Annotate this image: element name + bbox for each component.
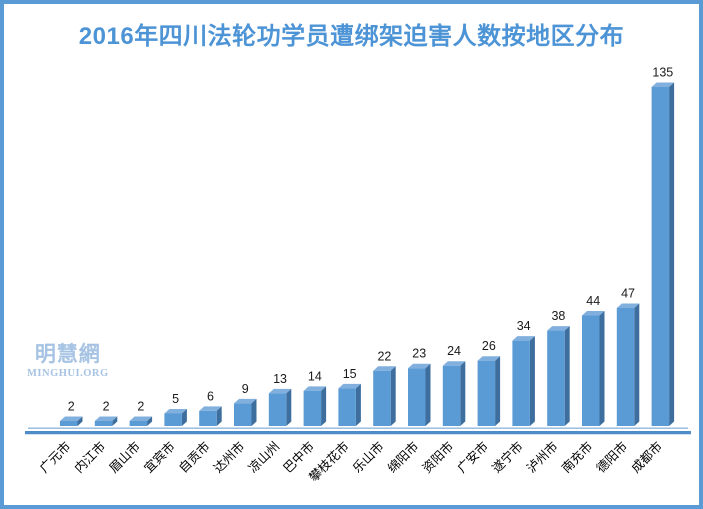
bar-side-face [181,408,187,426]
bar [234,403,252,426]
bar-side-face [147,416,153,426]
bar-top-face [303,386,327,391]
bar [651,87,670,426]
bar-side-face [112,416,118,426]
bar-top-face [199,406,222,411]
bar-value-label: 26 [482,339,496,353]
bar-top-face [268,388,292,394]
bar-value-label: 47 [621,286,635,300]
x-axis-label: 眉山市 [106,439,143,476]
bar-side-face [286,388,292,426]
bar-value-label: 6 [207,389,214,403]
bar-value-label: 38 [551,309,565,323]
bar-side-face [77,416,83,426]
bar-top-face [442,361,466,366]
bar-value-label: 22 [377,349,391,363]
x-axis-label: 广元市 [36,439,73,476]
x-axis-label: 广安市 [454,439,491,476]
x-axis-label: 资阳市 [419,439,456,476]
bar-top-face [164,408,187,414]
bar-value-label: 14 [308,369,322,383]
bar-side-face [321,386,327,426]
bar-side-face [669,82,675,426]
bar-top-face [651,82,675,87]
bar-side-face [425,363,431,426]
bar [512,340,530,426]
bar-side-face [251,398,257,426]
bar-value-label: 23 [412,347,426,361]
bar [373,370,391,426]
x-axis-label: 内江市 [71,439,108,476]
bar-value-label: 24 [447,344,461,358]
bar-top-face [60,416,83,421]
bar-value-label: 2 [137,399,144,413]
bar-side-face [564,326,570,426]
x-axis-label: 自贡市 [176,439,213,476]
bar-side-face [599,311,605,426]
bar-side-face [495,356,501,426]
bar [582,315,600,426]
x-axis-label: 成都市 [628,439,665,476]
bar-side-face [460,361,466,426]
bar-top-face [616,303,640,308]
bar-side-face [390,366,396,426]
bar-value-label: 13 [273,372,287,386]
bar [164,413,182,426]
bar-value-label: 5 [172,392,179,406]
bar-top-face [373,366,396,371]
bar [303,390,322,426]
bar-side-face [634,303,640,426]
bar-value-label: 135 [652,66,673,80]
x-axis-label: 乐山市 [350,439,387,476]
bar [94,420,113,426]
x-axis-label: 达州市 [210,439,247,476]
bar-top-face [234,398,257,404]
bar-value-label: 2 [103,399,110,413]
bar-top-face [94,416,118,421]
x-axis-label: 南充市 [558,439,595,476]
watermark-chinese-logo: 明慧網 [34,343,101,366]
bar [199,410,217,426]
bar-value-label: 9 [242,382,249,396]
minghui-watermark: 明慧網 MINGHUI.ORG [27,343,109,380]
x-axis-label: 凉山州 [245,439,282,476]
bar-top-face [512,336,535,341]
bar-side-face [216,406,222,426]
x-axis-label: 绵阳市 [384,439,421,476]
bar-value-label: 15 [343,367,357,381]
bar-top-face [547,326,570,331]
x-axis-label: 遂宁市 [489,439,526,476]
x-axis-label: 宜宾市 [141,439,178,476]
bar [547,330,565,426]
bar [338,388,356,426]
bar-chart: 2广元市2内江市2眉山市5宜宾市6自贡市9达州市13凉山州14巴中市15攀枝花市… [25,66,691,484]
bar-value-label: 44 [586,294,600,308]
x-axis-label: 德阳市 [593,439,630,476]
chart-title: 2016年四川法轮功学员遭绑架迫害人数按地区分布 [78,23,625,50]
bar-top-face [408,363,431,369]
bar-side-face [355,383,361,426]
bar [60,420,78,426]
bar [616,307,635,426]
bar-value-label: 34 [517,319,531,333]
bar-value-label: 2 [68,399,75,413]
bar [442,365,461,426]
bar-top-face [582,311,605,316]
bar-top-face [129,416,153,421]
bar-top-face [338,383,361,389]
bar-top-face [477,356,501,361]
watermark-site-name: MINGHUI.ORG [27,368,109,380]
bar [408,368,426,426]
x-axis-label: 泸州市 [524,439,561,476]
bar [129,420,148,426]
bar [268,393,287,426]
bar [477,360,496,426]
bar-side-face [529,336,535,426]
